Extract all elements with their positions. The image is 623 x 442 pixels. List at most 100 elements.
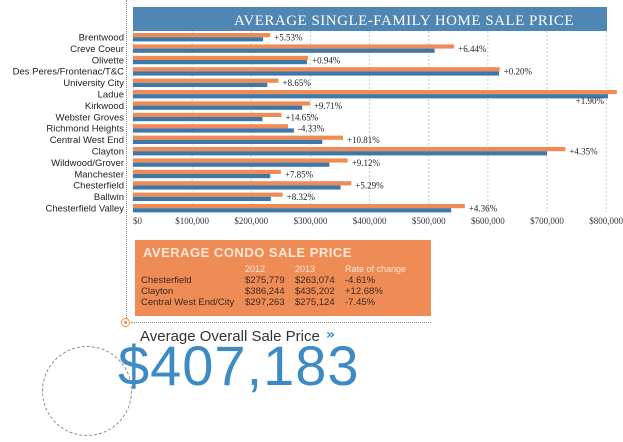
bar-second-series bbox=[133, 94, 608, 99]
bar-first-series bbox=[133, 112, 282, 117]
bar-first-series bbox=[133, 169, 281, 174]
overall-value: $407,183 bbox=[118, 334, 360, 397]
category-label: University City bbox=[63, 78, 124, 89]
change-label: +8.32% bbox=[287, 192, 316, 202]
condo-row-2012: $275,779 bbox=[245, 275, 285, 286]
category-label: Des Peres/Frontenac/T&C bbox=[13, 67, 125, 78]
category-label: Wildwood/Grover bbox=[51, 158, 124, 169]
condo-row-2013: $275,124 bbox=[295, 297, 335, 308]
bar-second-series bbox=[133, 105, 303, 110]
x-tick-label: $100,000 bbox=[175, 216, 209, 226]
chart-title: AVERAGE SINGLE-FAMILY HOME SALE PRICE bbox=[234, 13, 574, 29]
condo-row-2013: $435,202 bbox=[295, 286, 335, 297]
decorative-dashed-circle bbox=[42, 346, 132, 436]
bar-second-series bbox=[133, 185, 341, 190]
category-label: Central West End bbox=[50, 135, 124, 146]
condo-header-change: Rate of change bbox=[345, 264, 407, 274]
change-label: +9.71% bbox=[314, 101, 343, 111]
bar-second-series bbox=[133, 37, 264, 42]
x-tick-label: $600,000 bbox=[471, 216, 505, 226]
bar-first-series bbox=[133, 55, 309, 60]
change-label: +0.20% bbox=[504, 67, 533, 77]
bar-first-series bbox=[133, 147, 566, 152]
bar-first-series bbox=[133, 158, 348, 163]
category-label: Manchester bbox=[74, 169, 124, 180]
bar-first-series bbox=[133, 124, 288, 129]
change-label: +4.35% bbox=[569, 147, 598, 157]
condo-row-2012: $297,263 bbox=[245, 297, 285, 308]
condo-row-2012: $386,244 bbox=[245, 286, 285, 297]
condo-row-name: Clayton bbox=[141, 286, 174, 297]
condo-header-2013: 2013 bbox=[295, 264, 316, 274]
category-label: Clayton bbox=[92, 147, 124, 158]
bar-second-series bbox=[133, 82, 268, 87]
change-label: +10.81% bbox=[347, 135, 380, 145]
bar-second-series bbox=[133, 208, 452, 213]
category-label: Creve Coeur bbox=[70, 44, 124, 55]
condo-header-2012: 2012 bbox=[245, 264, 266, 274]
bar-second-series bbox=[133, 196, 271, 201]
condo-title: AVERAGE CONDO SALE PRICE bbox=[143, 245, 352, 260]
change-label: +1.90% bbox=[576, 96, 605, 106]
bar-first-series bbox=[133, 101, 310, 106]
x-tick-label: $500,000 bbox=[412, 216, 446, 226]
bar-first-series bbox=[133, 90, 617, 95]
dotted-guide-vertical bbox=[126, 0, 127, 322]
change-label: +5.29% bbox=[355, 181, 384, 191]
x-tick-label: $800,000 bbox=[589, 216, 623, 226]
bar-first-series bbox=[133, 33, 271, 38]
condo-row-name: Central West End/City bbox=[141, 297, 235, 308]
category-label: Webster Groves bbox=[56, 112, 125, 123]
bar-second-series bbox=[133, 48, 435, 53]
bar-chart: AVERAGE SINGLE-FAMILY HOME SALE PRICE Br… bbox=[13, 7, 623, 226]
bar-second-series bbox=[133, 151, 548, 156]
bar-second-series bbox=[133, 128, 294, 133]
category-label: Richmond Heights bbox=[46, 124, 124, 135]
bar-first-series bbox=[133, 192, 283, 197]
overall-label: Average Overall Sale Price bbox=[140, 328, 320, 345]
change-label: +4.36% bbox=[469, 204, 498, 214]
category-label: Chesterfield Valley bbox=[45, 204, 124, 215]
category-label: Brentwood bbox=[79, 33, 124, 44]
bar-second-series bbox=[133, 174, 271, 179]
category-label: Chesterfield bbox=[73, 181, 124, 192]
change-label: +7.85% bbox=[285, 169, 314, 179]
x-tick-label: $0 bbox=[133, 216, 143, 226]
change-label: +6.44% bbox=[458, 44, 487, 54]
bar-first-series bbox=[133, 67, 500, 72]
condo-row-2013: $263,074 bbox=[295, 275, 335, 286]
condo-row-change: +12.68% bbox=[345, 286, 383, 297]
category-label: Olivette bbox=[92, 55, 124, 66]
change-label: +0.94% bbox=[312, 55, 341, 65]
bar-first-series bbox=[133, 44, 455, 49]
double-chevron-icon: » bbox=[326, 327, 336, 343]
condo-price-box: AVERAGE CONDO SALE PRICE 2012 2013 Rate … bbox=[135, 240, 431, 316]
change-label: +5.53% bbox=[274, 33, 303, 43]
bar-first-series bbox=[133, 78, 279, 83]
condo-row-name: Chesterfield bbox=[141, 275, 192, 286]
bar-second-series bbox=[133, 162, 330, 167]
bar-second-series bbox=[133, 71, 500, 76]
change-label: -4.33% bbox=[298, 124, 325, 134]
change-label: +14.65% bbox=[285, 112, 318, 122]
condo-row-change: -4.61% bbox=[345, 275, 376, 286]
change-label: +9.12% bbox=[352, 158, 381, 168]
chart-title-banner bbox=[133, 7, 607, 31]
x-tick-label: $700,000 bbox=[530, 216, 564, 226]
x-tick-label: $200,000 bbox=[234, 216, 268, 226]
bar-first-series bbox=[133, 181, 352, 186]
bar-first-series bbox=[133, 204, 465, 209]
bar-second-series bbox=[133, 117, 263, 122]
category-label: Kirkwood bbox=[85, 101, 124, 112]
dotted-guide-horizontal bbox=[131, 322, 431, 323]
x-tick-label: $300,000 bbox=[294, 216, 328, 226]
category-label: Ladue bbox=[98, 90, 124, 101]
condo-row-change: -7.45% bbox=[345, 297, 376, 308]
x-tick-label: $400,000 bbox=[353, 216, 387, 226]
bar-second-series bbox=[133, 60, 307, 65]
guide-marker bbox=[121, 318, 130, 327]
bar-second-series bbox=[133, 139, 323, 144]
bar-first-series bbox=[133, 135, 343, 140]
change-label: +8.65% bbox=[283, 78, 312, 88]
category-label: Ballwin bbox=[94, 192, 124, 203]
